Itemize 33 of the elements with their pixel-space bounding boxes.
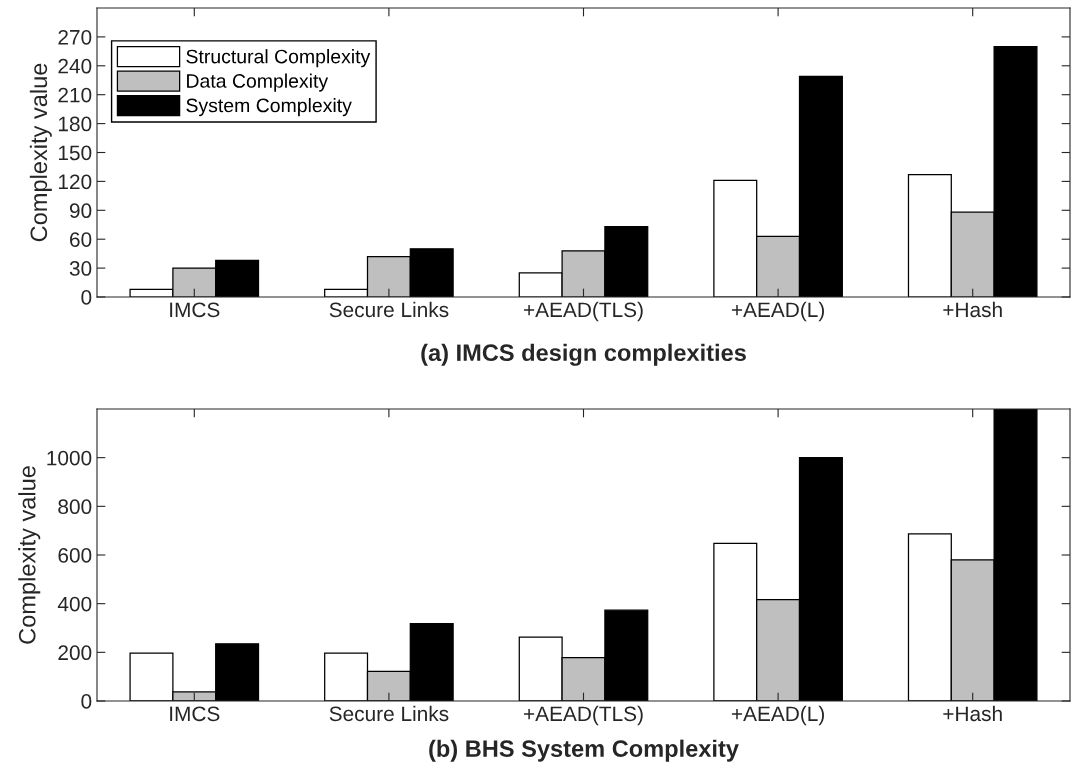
y-tick-label: 210	[58, 87, 92, 103]
y-tick-label: 270	[58, 29, 92, 45]
y-tick-label: 150	[58, 145, 92, 161]
y-tick-label: 1000	[47, 450, 92, 466]
x-tick-label: +AEAD(L)	[731, 705, 824, 726]
y-tick-label: 200	[58, 645, 92, 661]
x-tick-label: IMCS	[170, 302, 220, 318]
y-axis-title: Complexity value	[29, 63, 52, 242]
text: (b) BHS System Complexity	[429, 739, 739, 762]
y-tick-label: 400	[57, 596, 92, 612]
y-tick-label: 120	[58, 174, 92, 190]
y-axis-title: Complexity value	[18, 466, 41, 644]
x-tick-label: +AEAD(TLS)	[524, 301, 643, 322]
y-tick-label: 60	[70, 232, 92, 247]
legend-label: Structural Complexity	[186, 49, 371, 68]
legend-label: System Complexity	[186, 98, 352, 117]
x-tick-label: +Hash	[943, 301, 1002, 318]
y-tick-label: 180	[58, 116, 92, 132]
y-tick-label: 600	[58, 548, 92, 563]
y-tick-label: 30	[69, 261, 92, 276]
y-tick-label: 90	[69, 203, 92, 219]
x-tick-label: +AEAD(L)	[731, 301, 824, 322]
text: (a) IMCS design complexities	[421, 343, 746, 366]
x-tick-label: +AEAD(TLS)	[524, 705, 643, 726]
y-tick-label: 240	[58, 58, 92, 74]
x-tick-label: Secure Links	[329, 705, 449, 722]
y-tick-label: 0	[81, 694, 92, 709]
legend-label: Data Complexity	[187, 73, 329, 92]
x-tick-label: +Hash	[943, 705, 1002, 722]
y-tick-label: 0	[81, 290, 92, 305]
x-tick-label: IMCS	[170, 706, 220, 722]
x-tick-label: Secure Links	[329, 301, 449, 318]
y-tick-label: 800	[58, 499, 92, 515]
